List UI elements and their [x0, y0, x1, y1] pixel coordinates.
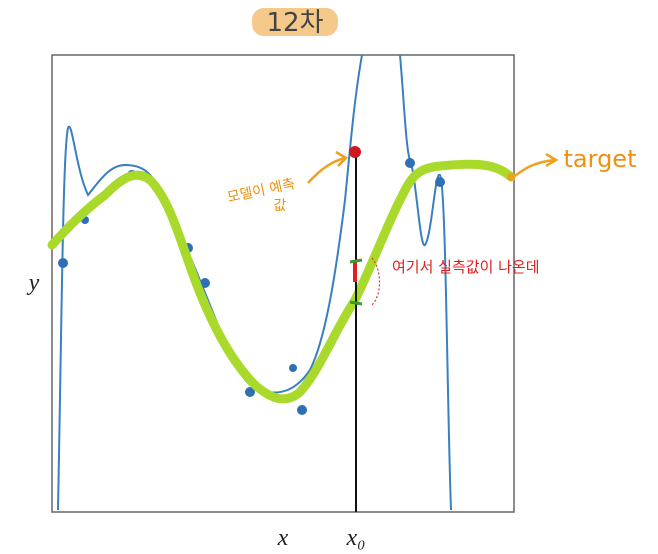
title: 12차 — [266, 8, 323, 38]
target-point — [507, 173, 515, 181]
error-brackets — [349, 258, 363, 306]
y-label: y — [27, 270, 40, 296]
prediction-arrow — [307, 150, 349, 184]
title-highlight — [252, 8, 338, 36]
model-curve — [57, 54, 452, 511]
target-curve — [47, 159, 516, 404]
x-label: x — [277, 525, 289, 551]
observed-note: 여기서 실측값이 나온데 — [392, 258, 540, 276]
x0-label: x₀ — [346, 525, 366, 551]
prediction-point — [349, 146, 361, 158]
target-note: target — [564, 145, 637, 173]
error-brace — [371, 257, 381, 306]
plot-frame — [51, 54, 515, 513]
prediction-note-2: 값 — [274, 198, 287, 214]
target-arrow — [514, 152, 559, 177]
